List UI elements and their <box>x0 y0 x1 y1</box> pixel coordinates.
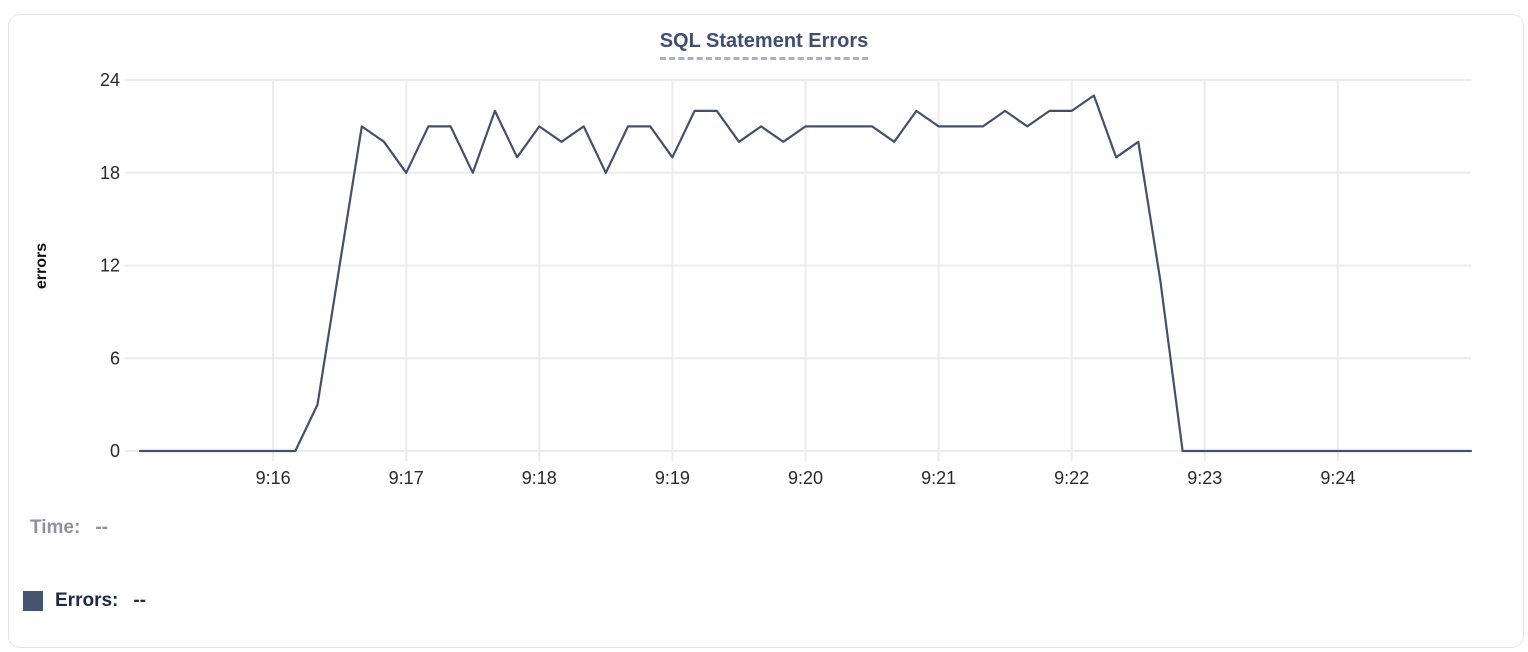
legend-row-errors[interactable]: Errors: -- <box>23 590 146 612</box>
x-tick-label: 9:16 <box>256 468 291 488</box>
x-tick-label: 9:19 <box>655 468 690 488</box>
errors-series-line <box>138 94 1473 453</box>
sql-statement-errors-line-chart: 0 6 12 18 24 9:16 9:17 9:18 9:19 9:20 9:21 9:22 9:23… <box>33 70 1473 488</box>
x-tick-label: 9:24 <box>1320 468 1355 488</box>
y-axis-title: errors <box>33 243 50 289</box>
y-tick-label: 12 <box>100 256 120 276</box>
legend-row-time: Time: -- <box>30 517 108 539</box>
x-tick-label: 9:23 <box>1187 468 1222 488</box>
chart-title[interactable]: SQL Statement Errors <box>659 30 869 60</box>
x-tick-label: 9:21 <box>921 468 956 488</box>
y-tick-label: 0 <box>110 441 120 461</box>
x-tick-label: 9:20 <box>788 468 823 488</box>
y-tick-label: 18 <box>100 163 120 183</box>
time-value: -- <box>95 517 108 538</box>
errors-series-swatch <box>23 591 43 611</box>
x-tick-label: 9:22 <box>1054 468 1089 488</box>
errors-label: Errors: <box>55 590 119 611</box>
time-label: Time: <box>30 517 81 538</box>
y-tick-label: 6 <box>110 348 120 368</box>
x-tick-label: 9:18 <box>522 468 557 488</box>
errors-value: -- <box>133 590 147 611</box>
chart-card <box>8 14 1524 648</box>
x-tick-label: 9:17 <box>389 468 424 488</box>
y-tick-label: 24 <box>100 70 120 90</box>
chart-title-container: SQL Statement Errors <box>0 30 1528 60</box>
